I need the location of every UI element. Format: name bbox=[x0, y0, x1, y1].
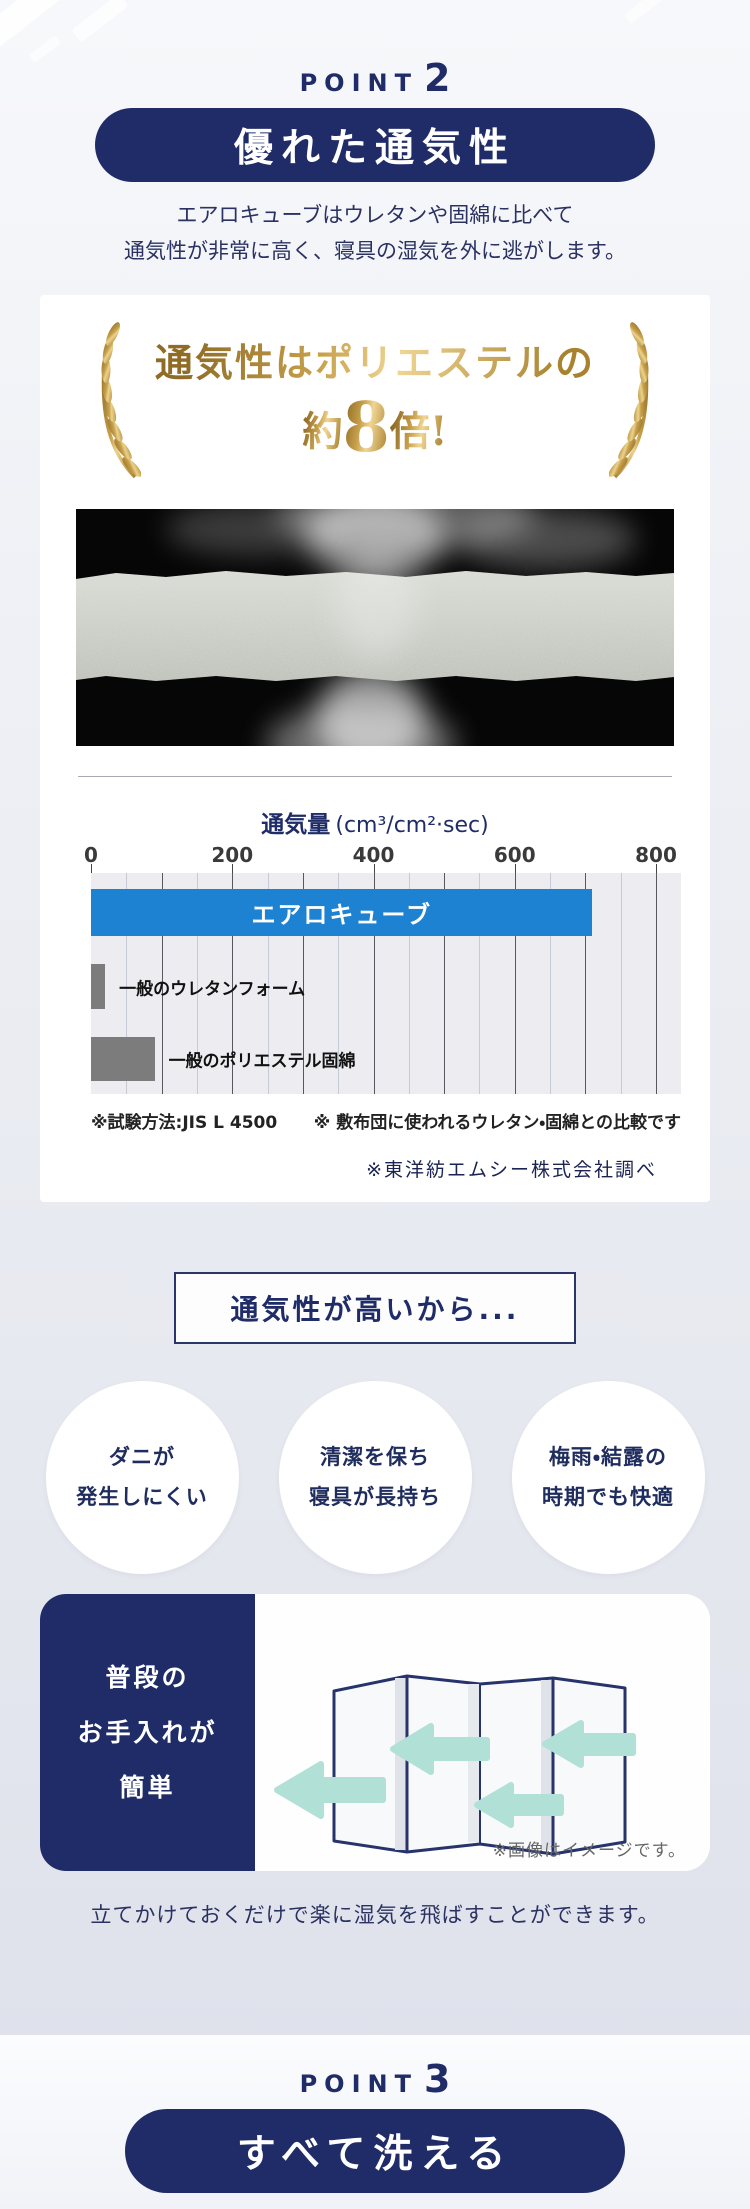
gridline bbox=[656, 873, 657, 1095]
chart-notes: ※試験方法:JIS L 4500 ※ 敷布団に使われるウレタン・固綿との比較です bbox=[91, 1108, 681, 1133]
axis-tick-label: 600 bbox=[493, 843, 536, 868]
point-number: 2 bbox=[423, 56, 451, 100]
benefit-circle-dust-mites: ダニが 発生しにくい bbox=[45, 1381, 239, 1575]
easy-care-label-panel: 普段の お手入れが 簡単 bbox=[40, 1594, 255, 1872]
chart-note-comparison: ※ 敷布団に使われるウレタン・固綿との比較です bbox=[313, 1113, 681, 1134]
chart-bar-label: 一般のポリエステル固綿 bbox=[168, 1051, 356, 1072]
benefit-text: 梅雨・結露の 時期でも快適 bbox=[542, 1444, 674, 1509]
air-arrow-left-icon bbox=[390, 1723, 490, 1776]
axis-tick-mark bbox=[232, 864, 234, 874]
gridline bbox=[408, 873, 410, 1095]
chart-title-unit: (cm³/cm²·sec) bbox=[335, 813, 489, 839]
award-line2: 約8倍! bbox=[302, 387, 448, 468]
benefit-circle-rainy-season: 梅雨・結露の 時期でも快適 bbox=[511, 1381, 705, 1575]
description-line: エアロキューブはウレタンや固綿に比べて bbox=[176, 203, 574, 227]
chart-note-method: ※試験方法:JIS L 4500 bbox=[91, 1113, 278, 1134]
point3-title: すべて洗える bbox=[236, 2132, 514, 2178]
gridline bbox=[267, 873, 269, 1095]
chart-track: エアロキューブ一般のウレタンフォーム一般のポリエステル固綿 bbox=[91, 864, 657, 1095]
point-eyebrow: POINT bbox=[299, 69, 418, 97]
point-eyebrow: POINT bbox=[299, 2070, 418, 2099]
axis-tick-mark bbox=[656, 864, 657, 874]
point2-description: エアロキューブはウレタンや固綿に比べて 通気性が非常に高く、寝具の湿気を外に逃が… bbox=[0, 198, 750, 269]
chart-source: ※東洋紡エムシー株式会社調べ bbox=[366, 1159, 657, 1182]
gridline bbox=[196, 873, 198, 1095]
easy-care-label: 普段の お手入れが 簡単 bbox=[77, 1663, 218, 1803]
mattress-steam-photo bbox=[76, 509, 674, 747]
award-number: 8 bbox=[342, 387, 390, 468]
gridline bbox=[161, 873, 163, 1095]
air-arrow-left-icon bbox=[474, 1782, 564, 1829]
laurel-branch-left-icon bbox=[101, 322, 141, 479]
gridline bbox=[338, 873, 340, 1095]
point2-title: 優れた通気性 bbox=[233, 126, 516, 171]
axis-tick-label: 800 bbox=[635, 843, 677, 868]
axis-tick-label: 200 bbox=[211, 843, 254, 868]
gridline bbox=[373, 873, 375, 1095]
point2-section: POINT 2 優れた通気性 エアロキューブはウレタンや固綿に比べて 通気性が非… bbox=[0, 0, 750, 1928]
folded-mattress-airing-illustration bbox=[274, 1674, 636, 1856]
description-line: 通気性が非常に高く、寝具の湿気を外に逃がします。 bbox=[124, 238, 626, 263]
breathability-card: 通気性はポリエステルの 約8倍! bbox=[40, 295, 710, 1203]
chart-axis: 0 200 400 600 800 bbox=[84, 841, 681, 868]
benefits-heading-box: 通気性が高いから... bbox=[174, 1272, 576, 1345]
point3-header: POINT 3 bbox=[0, 2057, 750, 2101]
air-arrow-left-icon bbox=[274, 1761, 386, 1820]
easy-care-caption: 立てかけておくだけで楽に湿気を飛ばすことができます。 bbox=[90, 1903, 660, 1928]
gridline bbox=[232, 873, 234, 1095]
chart-bar-1: 一般のウレタンフォーム bbox=[91, 964, 305, 1010]
gridline bbox=[126, 873, 128, 1095]
chart-title-main: 通気量 bbox=[261, 812, 331, 839]
benefits-heading: 通気性が高いから... bbox=[230, 1293, 520, 1327]
chart-axis-labels: 0 200 400 600 800 bbox=[84, 841, 677, 868]
gridline bbox=[302, 873, 304, 1095]
benefit-circle-cleanliness: 清潔を保ち 寝具が長持ち bbox=[278, 1381, 472, 1575]
point2-header: POINT 2 bbox=[0, 0, 750, 100]
axis-tick-label: 0 bbox=[84, 843, 98, 868]
benefit-text: 清潔を保ち 寝具が長持ち bbox=[309, 1444, 441, 1509]
axis-tick-mark bbox=[91, 864, 92, 874]
chart-plot-area: エアロキューブ一般のウレタンフォーム一般のポリエステル固綿 bbox=[91, 864, 681, 1095]
axis-tick-mark bbox=[373, 864, 375, 874]
axis-tick-label: 400 bbox=[352, 843, 395, 868]
award-line1: 通気性はポリエステルの bbox=[154, 340, 595, 386]
point3-section: POINT 3 すべて洗える bbox=[0, 2035, 750, 2209]
point3-title-pill: すべて洗える bbox=[125, 2109, 625, 2194]
gridline bbox=[514, 873, 516, 1095]
airflow-bar-chart: 通気量 (cm³/cm²·sec) 0 200 400 600 800 エアロキューブ一… bbox=[40, 805, 710, 1182]
chart-bar-label: 一般のウレタンフォーム bbox=[119, 979, 306, 1000]
chart-bar-0: エアロキューブ bbox=[91, 889, 593, 937]
gridline bbox=[444, 873, 446, 1095]
easy-care-card: 普段の お手入れが 簡単 bbox=[40, 1594, 710, 1872]
award-banner: 通気性はポリエステルの 約8倍! bbox=[40, 321, 710, 483]
gridline bbox=[620, 873, 622, 1095]
gridline bbox=[479, 873, 481, 1095]
point-number: 3 bbox=[423, 2057, 451, 2102]
air-arrow-left-icon bbox=[542, 1720, 636, 1769]
chart-bar-label: エアロキューブ bbox=[251, 901, 432, 930]
card-divider bbox=[78, 776, 672, 778]
chart-title: 通気量 (cm³/cm²·sec) bbox=[40, 805, 710, 839]
axis-tick-mark bbox=[514, 864, 516, 874]
chart-bar-2: 一般のポリエステル固綿 bbox=[91, 1037, 356, 1082]
image-disclaimer: ※画像はイメージです。 bbox=[492, 1841, 686, 1862]
steam-through-mattress-image bbox=[76, 509, 674, 747]
easy-care-illustration-panel: ※画像はイメージです。 bbox=[255, 1594, 710, 1872]
gridline bbox=[585, 873, 587, 1095]
award-text: 通気性はポリエステルの 約8倍! bbox=[155, 339, 595, 465]
gridline bbox=[550, 873, 552, 1095]
point2-title-pill: 優れた通気性 bbox=[95, 108, 655, 182]
benefit-text: ダニが 発生しにくい bbox=[76, 1444, 208, 1509]
laurel-branch-right-icon bbox=[609, 322, 649, 479]
benefit-circles: ダニが 発生しにくい 清潔を保ち 寝具が長持ち 梅雨・結露の 時期でも快適 bbox=[0, 1381, 750, 1575]
